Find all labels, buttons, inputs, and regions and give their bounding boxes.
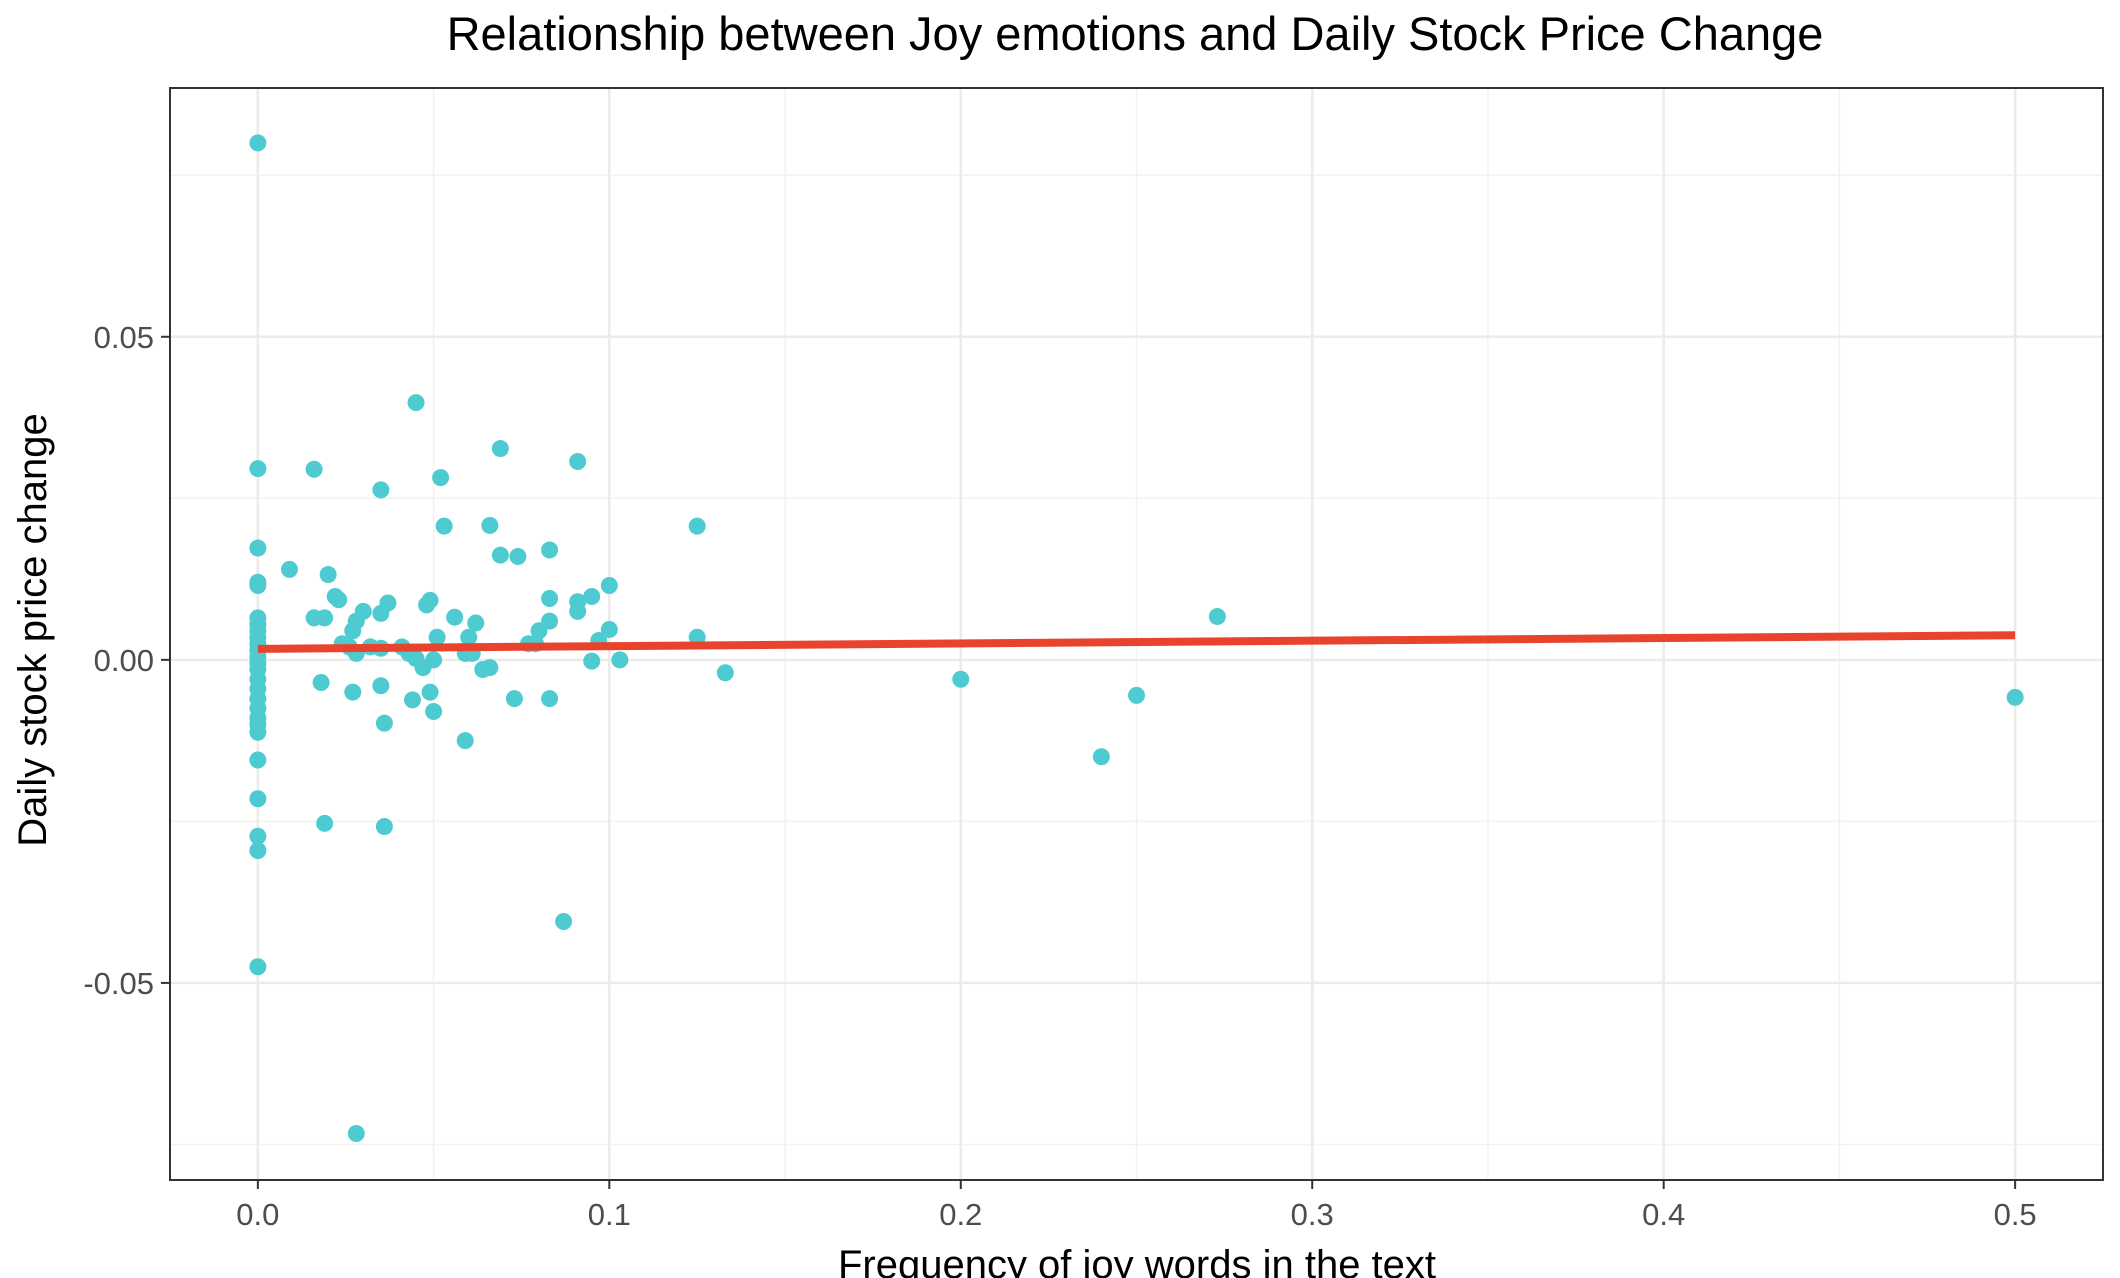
- data-point: [491, 440, 509, 458]
- y-tick-label: 0.00: [94, 643, 154, 678]
- chart-title: Relationship between Joy emotions and Da…: [447, 7, 1824, 60]
- data-point: [421, 591, 439, 609]
- data-point: [446, 608, 464, 626]
- data-point: [249, 958, 267, 976]
- data-point: [432, 469, 450, 487]
- data-point: [541, 612, 559, 630]
- x-tick-label: 0.3: [1291, 1197, 1334, 1232]
- x-tick-label: 0.2: [939, 1197, 982, 1232]
- trend-line: [257, 631, 2016, 653]
- data-point: [600, 577, 618, 595]
- plot-area: [169, 87, 2104, 1181]
- data-point: [249, 134, 267, 152]
- data-point: [569, 452, 587, 470]
- data-point: [505, 690, 523, 708]
- x-tick-label: 0.5: [1994, 1197, 2037, 1232]
- data-point: [249, 539, 267, 557]
- data-point: [509, 547, 527, 565]
- data-point: [319, 566, 337, 584]
- data-point: [347, 1124, 365, 1142]
- data-point: [312, 673, 330, 691]
- data-point: [1092, 748, 1110, 766]
- data-point: [375, 818, 393, 836]
- data-point: [456, 732, 474, 750]
- data-point: [600, 620, 618, 638]
- data-point: [688, 517, 706, 535]
- minor-gridlines: [170, 88, 2103, 1180]
- x-axis: 0.0 0.1 0.2 0.3 0.4 0.5: [236, 1180, 2037, 1232]
- data-point: [354, 602, 372, 620]
- data-point: [2006, 688, 2024, 706]
- data-point: [541, 541, 559, 559]
- data-point: [435, 517, 453, 535]
- data-points: [249, 134, 2024, 1142]
- data-point: [425, 703, 443, 721]
- data-point: [1208, 608, 1226, 626]
- data-point: [344, 683, 362, 701]
- data-point: [316, 609, 334, 627]
- data-point: [481, 659, 499, 677]
- y-axis: -0.05 0.00 0.05: [83, 320, 170, 1001]
- y-tick-label: 0.05: [94, 320, 154, 355]
- data-point: [372, 481, 390, 499]
- data-point: [583, 652, 601, 670]
- data-point: [316, 814, 334, 832]
- data-point: [541, 589, 559, 607]
- data-point: [305, 460, 323, 478]
- data-point: [249, 577, 267, 595]
- data-point: [569, 602, 587, 620]
- y-tick-label: -0.05: [83, 966, 154, 1001]
- data-point: [404, 691, 422, 709]
- data-point: [249, 723, 267, 741]
- data-point: [421, 683, 439, 701]
- data-point: [372, 677, 390, 695]
- data-point: [249, 841, 267, 859]
- data-point: [249, 460, 267, 478]
- data-point: [481, 516, 499, 534]
- data-point: [280, 560, 298, 578]
- data-point: [611, 651, 629, 669]
- data-point: [379, 594, 397, 612]
- data-point: [330, 591, 348, 609]
- x-tick-label: 0.4: [1642, 1197, 1685, 1232]
- data-point: [425, 651, 443, 669]
- data-point: [407, 394, 425, 412]
- x-tick-label: 0.0: [236, 1197, 279, 1232]
- data-point: [583, 588, 601, 606]
- data-point: [249, 827, 267, 845]
- data-point: [460, 628, 478, 646]
- panel-border: [169, 87, 2104, 1181]
- data-point: [491, 546, 509, 564]
- x-tick-label: 0.1: [588, 1197, 631, 1232]
- data-point: [541, 690, 559, 708]
- data-point: [467, 614, 485, 632]
- x-axis-title: Frequency of joy words in the text: [838, 1243, 1436, 1278]
- data-point: [249, 751, 267, 769]
- data-point: [1128, 686, 1145, 704]
- data-point: [555, 913, 573, 931]
- data-point: [428, 628, 446, 646]
- data-point: [716, 664, 734, 682]
- y-axis-title: Daily stock price change: [11, 413, 55, 847]
- data-point: [375, 714, 393, 732]
- data-point: [952, 670, 970, 688]
- data-point: [249, 790, 267, 808]
